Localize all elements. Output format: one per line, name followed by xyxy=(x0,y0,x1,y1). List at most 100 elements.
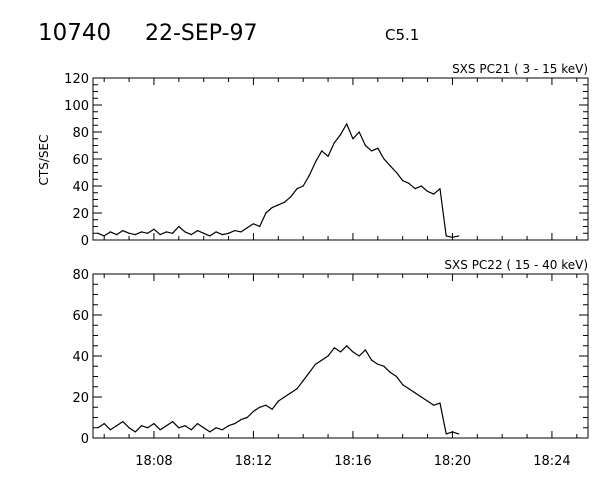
data-point xyxy=(271,408,273,410)
data-point xyxy=(165,231,167,233)
data-point xyxy=(426,190,429,192)
y-tick-label: 20 xyxy=(72,391,89,406)
data-point xyxy=(240,231,242,233)
data-point xyxy=(402,180,404,182)
data-point xyxy=(134,431,136,433)
data-point xyxy=(308,371,311,373)
data-point xyxy=(426,400,429,402)
panel-title: SXS PC21 ( 3 - 15 keV) xyxy=(452,62,588,76)
data-point xyxy=(389,165,391,167)
goes-class: C5.1 xyxy=(385,26,419,44)
data-point xyxy=(445,433,447,435)
data-point xyxy=(333,142,335,144)
data-point xyxy=(265,212,267,214)
data-point xyxy=(339,351,342,353)
data-point xyxy=(128,232,130,234)
data-point xyxy=(439,402,441,404)
data-point xyxy=(377,363,379,365)
data-point xyxy=(458,433,460,435)
data-point xyxy=(190,234,192,236)
data-point xyxy=(408,182,410,184)
y-tick-label: 60 xyxy=(72,309,89,324)
data-point xyxy=(153,423,155,425)
data-point xyxy=(246,227,248,229)
data-point xyxy=(321,359,323,361)
data-point xyxy=(333,347,335,349)
data-point xyxy=(420,185,422,187)
event-date: 22-SEP-97 xyxy=(145,21,258,46)
data-point xyxy=(383,158,385,160)
data-point xyxy=(109,231,112,233)
data-point xyxy=(128,427,130,429)
data-point xyxy=(290,392,292,394)
data-point xyxy=(190,429,192,431)
data-point xyxy=(215,231,217,233)
data-point xyxy=(408,388,410,390)
data-point xyxy=(308,174,311,176)
data-point xyxy=(252,410,255,412)
data-point xyxy=(364,144,366,147)
data-point xyxy=(103,235,105,237)
data-point xyxy=(153,228,155,230)
plot-frame xyxy=(92,273,589,439)
data-point xyxy=(277,204,279,206)
data-point xyxy=(358,355,360,357)
plot-frame xyxy=(92,77,589,241)
data-point xyxy=(122,229,124,232)
x-tick-label: 18:12 xyxy=(235,454,272,469)
data-point xyxy=(302,380,304,382)
data-point xyxy=(196,229,199,232)
data-point xyxy=(389,371,391,373)
data-point xyxy=(178,225,180,228)
data-point xyxy=(296,188,298,190)
data-point xyxy=(377,147,379,149)
data-point xyxy=(352,138,354,140)
y-tick-label: 0 xyxy=(81,234,89,249)
data-point xyxy=(445,235,447,237)
data-point xyxy=(259,406,261,408)
data-point xyxy=(327,155,329,157)
data-point xyxy=(215,427,217,429)
data-point xyxy=(178,427,180,429)
data-point xyxy=(346,345,348,347)
data-point xyxy=(265,404,267,406)
data-point xyxy=(358,131,360,133)
data-point xyxy=(439,188,441,190)
y-tick-label: 40 xyxy=(72,350,89,365)
data-point xyxy=(451,236,454,238)
data-point xyxy=(414,392,416,394)
data-point xyxy=(109,429,112,431)
data-point xyxy=(147,232,149,234)
data-point xyxy=(97,232,99,234)
data-point xyxy=(221,429,223,431)
data-point xyxy=(383,365,385,367)
data-point xyxy=(252,223,255,225)
data-point xyxy=(116,234,118,236)
data-point xyxy=(414,188,416,190)
data-point xyxy=(364,349,366,351)
data-point xyxy=(259,225,261,228)
data-point xyxy=(159,429,161,431)
data-point xyxy=(184,231,186,233)
y-tick-label: 100 xyxy=(64,99,89,114)
data-point xyxy=(395,171,398,174)
data-point xyxy=(103,423,105,425)
data-point xyxy=(140,425,143,427)
y-tick-label: 120 xyxy=(64,72,89,87)
y-tick-label: 80 xyxy=(72,268,89,283)
data-point xyxy=(246,416,248,419)
data-point xyxy=(122,421,124,423)
data-point xyxy=(451,431,454,433)
data-point xyxy=(370,359,373,361)
data-point xyxy=(203,232,205,234)
data-point xyxy=(165,425,167,427)
data-point xyxy=(321,150,323,152)
data-point xyxy=(159,234,161,236)
x-tick-label: 18:08 xyxy=(135,454,172,469)
data-point xyxy=(171,421,174,423)
data-point xyxy=(315,161,317,163)
data-point xyxy=(209,431,211,433)
data-point xyxy=(140,231,143,233)
data-point xyxy=(271,207,273,209)
data-point xyxy=(240,418,242,421)
